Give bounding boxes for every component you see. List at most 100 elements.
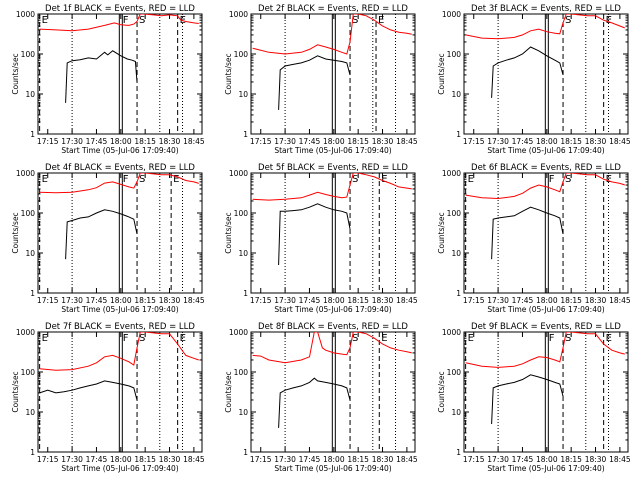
x-tick-label: 18:15 [134,455,156,464]
x-tick-label: 18:30 [159,296,181,305]
y-tick-label: 10 [25,408,35,417]
x-tick-label: 18:30 [372,137,394,146]
marker-label: S [139,15,145,26]
y-tick-label: 100 [21,50,36,59]
detector-panel: Det 8f BLACK = Events, RED = LLD 1 10 100 10… [224,322,418,473]
x-tick-label: 17:45 [86,455,108,464]
x-tick-label: 18:00 [110,137,132,146]
x-tick-label: 18:15 [347,137,369,146]
x-tick-label: 18:00 [536,137,558,146]
x-tick-label: 17:15 [37,455,59,464]
lld-series-line [465,14,625,40]
marker-label: S [565,15,571,26]
detector-panel: Det 7f BLACK = Events, RED = LLD 1 10 100 10… [11,322,205,473]
marker-label: F [549,174,555,185]
marker-label: E [378,15,384,26]
x-tick-label: 18:00 [536,455,558,464]
plot-frame [37,172,203,294]
panel-title: Det 5f BLACK = Events, RED = LLD [258,163,408,173]
events-series-line [491,374,564,425]
x-tick-label: 17:45 [299,296,321,305]
y-tick-label: 1000 [16,328,35,337]
y-tick-label: 100 [234,209,249,218]
marker-label: E [468,174,474,185]
panel-title: Det 2f BLACK = Events, RED = LLD [258,4,408,14]
y-axis-label: Counts/sec [437,371,446,412]
y-tick-label: 10 [25,249,35,258]
y-axis-label: Counts/sec [11,212,20,253]
x-tick-label: 17:30 [274,296,296,305]
detector-panel: Det 3f BLACK = Events, RED = LLD 1 10 100 10… [437,4,631,155]
x-tick-label: 18:00 [110,455,132,464]
y-tick-label: 100 [234,50,249,59]
y-tick-label: 1 [456,448,461,457]
y-tick-label: 1000 [442,10,461,19]
panel-title: Det 3f BLACK = Events, RED = LLD [471,4,621,14]
x-axis-label: Start Time (05-Jul-06 17:09:40) [487,305,604,314]
y-tick-label: 10 [451,249,461,258]
y-tick-label: 10 [238,408,248,417]
x-tick-label: 18:15 [134,137,156,146]
x-tick-label: 18:45 [609,137,631,146]
events-series-line [278,377,351,428]
panel-title: Det 4f BLACK = Events, RED = LLD [45,163,195,173]
y-tick-label: 1 [243,448,248,457]
marker-label: S [139,333,145,344]
marker-label: E [42,15,48,26]
x-tick-label: 17:15 [250,296,272,305]
marker-label: F [123,174,129,185]
x-tick-label: 17:30 [487,296,509,305]
x-tick-label: 17:15 [250,137,272,146]
marker-label: F [123,15,129,26]
detector-panel: Det 5f BLACK = Events, RED = LLD 1 10 100 10… [224,163,418,314]
events-series-line [39,380,138,401]
marker-label: E [173,174,179,185]
plot-frame [250,331,416,453]
marker-label: F [549,333,555,344]
detector-panel: Det 6f BLACK = Events, RED = LLD 1 10 100 10… [437,163,631,314]
lld-series-line [252,332,412,364]
detector-panel: Det 9f BLACK = Events, RED = LLD 1 10 100 10… [437,322,631,473]
plot-frame [463,172,629,294]
plot-frame [463,13,629,135]
x-tick-label: 18:45 [609,455,631,464]
x-tick-label: 17:45 [299,455,321,464]
x-tick-label: 18:30 [372,296,394,305]
events-series-line [65,209,138,260]
marker-label: E [381,174,387,185]
x-tick-label: 18:00 [323,296,345,305]
marker-label: S [565,174,571,185]
events-series-line [278,55,351,110]
y-axis-label: Counts/sec [224,212,233,253]
x-tick-label: 18:45 [183,455,205,464]
y-tick-label: 100 [447,209,462,218]
x-tick-label: 17:30 [274,137,296,146]
events-series-line [278,203,351,266]
y-tick-label: 10 [25,90,35,99]
x-tick-label: 17:45 [512,296,534,305]
x-tick-label: 18:30 [585,137,607,146]
lld-series-line [39,332,199,371]
y-tick-label: 10 [238,249,248,258]
y-tick-label: 1000 [16,169,35,178]
plot-frame [463,331,629,453]
x-tick-label: 17:30 [487,455,509,464]
x-tick-label: 18:45 [183,296,205,305]
x-axis-label: Start Time (05-Jul-06 17:09:40) [487,146,604,155]
y-axis-label: Counts/sec [11,53,20,94]
x-tick-label: 17:30 [61,296,83,305]
panel-title: Det 9f BLACK = Events, RED = LLD [471,322,621,332]
panel-title: Det 7f BLACK = Events, RED = LLD [45,322,195,332]
y-tick-label: 1 [456,289,461,298]
y-tick-label: 1000 [229,10,248,19]
y-tick-label: 100 [447,50,462,59]
x-tick-label: 18:00 [536,296,558,305]
marker-label: S [565,333,571,344]
y-tick-label: 1000 [442,328,461,337]
x-tick-label: 18:15 [134,296,156,305]
x-tick-label: 18:15 [347,296,369,305]
x-tick-label: 17:30 [61,137,83,146]
y-tick-label: 10 [451,90,461,99]
x-tick-label: 17:15 [37,137,59,146]
detector-panel: Det 2f BLACK = Events, RED = LLD 1 10 100 10… [224,4,418,155]
